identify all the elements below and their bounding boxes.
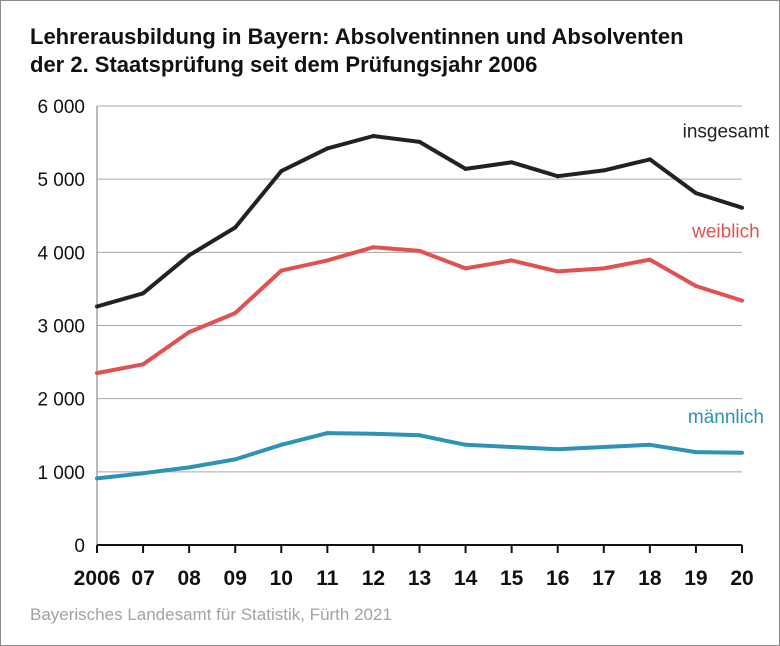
data-point-0 bbox=[371, 133, 376, 138]
x-tick-label: 17 bbox=[592, 567, 615, 590]
x-tick-label: 10 bbox=[270, 567, 293, 590]
data-point-0 bbox=[740, 205, 744, 210]
y-tick-label: 4 000 bbox=[37, 243, 85, 264]
x-tick-label: 20 bbox=[730, 567, 753, 590]
x-tick-label: 14 bbox=[454, 567, 478, 590]
data-point-2 bbox=[95, 476, 99, 481]
data-point-1 bbox=[371, 245, 376, 250]
data-point-2 bbox=[141, 471, 146, 476]
data-point-2 bbox=[555, 447, 560, 452]
data-point-2 bbox=[693, 450, 698, 455]
x-tick-label: 08 bbox=[177, 567, 201, 590]
x-tick-label: 11 bbox=[316, 567, 339, 590]
chart-title: Lehrerausbildung in Bayern: Absolventinn… bbox=[30, 23, 684, 79]
series-line-0 bbox=[96, 134, 743, 309]
x-tick-label: 19 bbox=[684, 567, 707, 590]
data-point-1 bbox=[555, 269, 560, 274]
x-tick-label: 2006 bbox=[74, 567, 121, 590]
x-tick-label: 07 bbox=[131, 567, 154, 590]
data-point-2 bbox=[233, 457, 238, 462]
data-point-2 bbox=[279, 442, 284, 447]
data-point-0 bbox=[693, 191, 698, 196]
data-point-1 bbox=[509, 258, 514, 263]
y-tick-label: 3 000 bbox=[37, 317, 85, 338]
chart-title-line-2: der 2. Staatsprüfung seit dem Prüfungsja… bbox=[30, 52, 538, 77]
x-tick-label: 18 bbox=[638, 567, 662, 590]
data-point-0 bbox=[601, 168, 606, 173]
data-point-2 bbox=[187, 465, 192, 470]
data-point-2 bbox=[509, 444, 514, 449]
data-point-2 bbox=[325, 431, 330, 436]
data-point-1 bbox=[325, 258, 330, 263]
y-tick-label: 6 000 bbox=[37, 97, 85, 118]
data-point-0 bbox=[509, 160, 514, 165]
data-point-1 bbox=[95, 371, 99, 376]
data-point-0 bbox=[325, 146, 330, 151]
data-point-1 bbox=[647, 257, 652, 262]
x-tick-label: 15 bbox=[500, 567, 524, 590]
x-tick-label: 13 bbox=[408, 567, 431, 590]
series-label-0: insgesamt bbox=[683, 121, 770, 142]
data-point-2 bbox=[740, 450, 744, 455]
data-point-0 bbox=[555, 174, 560, 179]
data-point-1 bbox=[417, 248, 422, 253]
y-tick-label: 2 000 bbox=[37, 390, 85, 411]
y-tick-label: 0 bbox=[74, 536, 85, 557]
data-point-0 bbox=[187, 253, 192, 258]
data-point-1 bbox=[279, 268, 284, 273]
data-point-0 bbox=[279, 169, 284, 174]
data-point-0 bbox=[233, 225, 238, 230]
data-point-2 bbox=[647, 442, 652, 447]
data-point-1 bbox=[693, 283, 698, 288]
chart-title-line-1: Lehrerausbildung in Bayern: Absolventinn… bbox=[30, 24, 684, 49]
data-point-0 bbox=[417, 139, 422, 144]
data-point-1 bbox=[233, 311, 238, 316]
data-point-0 bbox=[95, 304, 99, 309]
data-point-0 bbox=[647, 157, 652, 162]
data-point-0 bbox=[141, 291, 146, 296]
data-point-1 bbox=[141, 362, 146, 367]
y-tick-label: 1 000 bbox=[37, 463, 85, 484]
series-label-1: weiblich bbox=[691, 222, 760, 243]
x-tick-label: 12 bbox=[362, 567, 385, 590]
data-point-1 bbox=[463, 266, 468, 271]
data-point-2 bbox=[417, 433, 422, 438]
data-point-1 bbox=[740, 298, 744, 303]
data-point-1 bbox=[601, 266, 606, 271]
series-label-2: männlich bbox=[688, 407, 764, 428]
line-chart: 0 1 000 2 000 3 000 4 000 5 000 6 000 2006 07 08 0… bbox=[37, 97, 770, 590]
data-point-1 bbox=[187, 330, 192, 335]
source-note: Bayerisches Landesamt für Statistik, Für… bbox=[30, 605, 392, 624]
x-tick-label: 16 bbox=[546, 567, 569, 590]
data-point-2 bbox=[601, 444, 606, 449]
data-point-0 bbox=[463, 166, 468, 171]
series-line-1 bbox=[96, 245, 743, 376]
data-point-2 bbox=[371, 431, 376, 436]
y-tick-label: 5 000 bbox=[37, 170, 85, 191]
data-point-2 bbox=[463, 442, 468, 447]
x-tick-label: 09 bbox=[224, 567, 247, 590]
